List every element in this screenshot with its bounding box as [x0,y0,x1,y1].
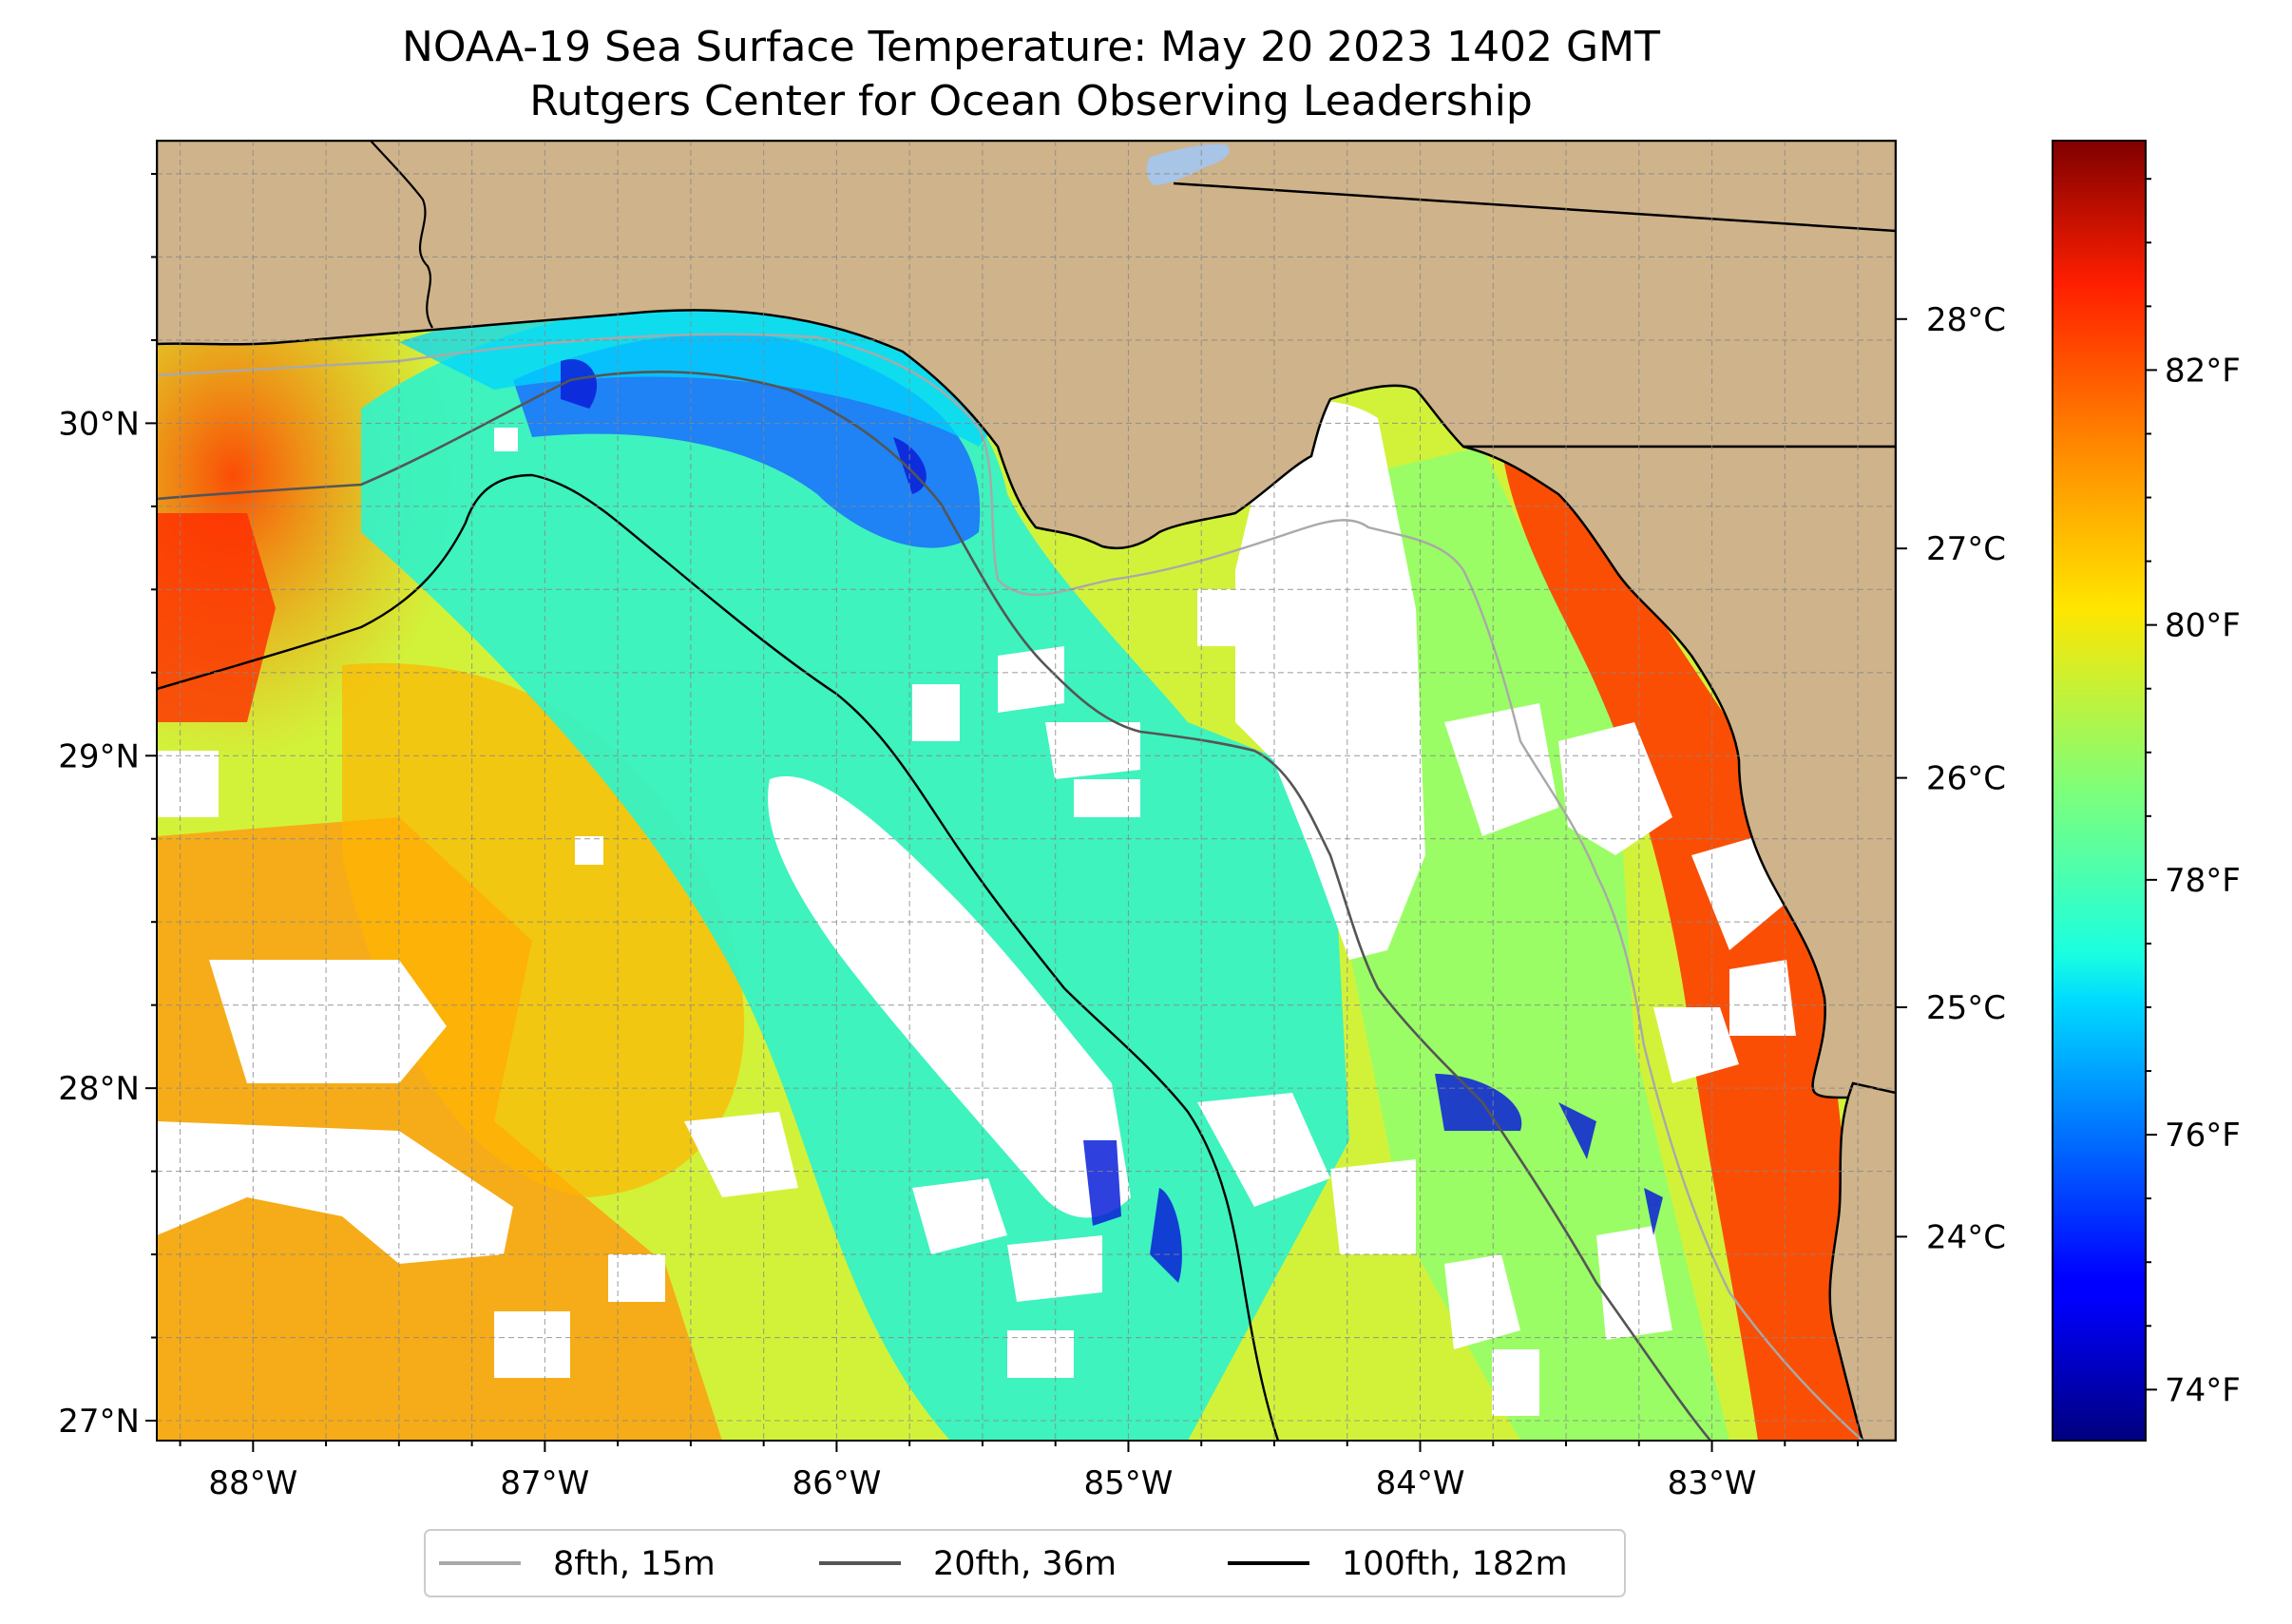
x-tick-label: 87°W [500,1464,589,1502]
colorbar-f-label: 82°F [2165,352,2241,390]
gridlines [157,141,1896,1441]
colorbar-f-label: 76°F [2165,1117,2241,1155]
river-line [370,141,433,329]
sst-east-coastal-warm [1501,447,1891,1441]
land-florida-peninsula [1462,445,1896,1104]
colorbar: 74°F 76°F 78°F 80°F 82°F 24°C 25°C 26°C 27°C 28°C [1896,140,2241,1442]
cold-patches [561,359,1663,1283]
x-tick-label: 86°W [792,1464,881,1502]
x-tick-label: 88°W [208,1464,297,1502]
land-north-coast [157,141,1896,550]
colorbar-c-label: 27°C [1926,530,2006,568]
colorbar-f-label: 74°F [2165,1371,2241,1409]
colorbar-f-label: 80°F [2165,607,2241,645]
isobath-8fth [157,333,1863,1441]
y-tick-label: 28°N [58,1070,140,1108]
isobath-legend: 8fth, 15m 20fth, 36m 100fth, 182m [424,1529,1626,1597]
y-tick-label: 30°N [58,405,140,443]
map-frame [156,140,1897,1442]
y-tick-label: 29°N [58,737,140,775]
y-tick-label: 27°N [58,1403,140,1441]
colorbar-ticks: 74°F 76°F 78°F 80°F 82°F 24°C 25°C 26°C 27°C 28°C [1896,178,2241,1409]
state-border [1173,182,1896,233]
legend-label-8fth: 8fth, 15m [553,1545,716,1583]
land [157,141,1896,1441]
colorbar-f-label: 78°F [2165,862,2241,900]
sst-east-shelf [1349,447,1729,1441]
legend-frame [424,1529,1626,1597]
isobath-100fth [157,473,1280,1441]
colorbar-scale [2052,140,2147,1442]
lake-icon [1146,143,1230,185]
colorbar-c-label: 25°C [1926,989,2006,1027]
x-tick-label: 83°W [1668,1464,1757,1502]
x-tick-label: 85°W [1084,1464,1174,1502]
legend-label-20fth: 20fth, 36m [933,1545,1117,1583]
x-axis: 88°W 87°W 86°W 85°W 84°W 83°W [179,1441,1860,1502]
title-line-1: NOAA-19 Sea Surface Temperature: May 20 … [402,23,1660,71]
sst-west-hotspot [157,513,276,722]
y-axis: 27°N 28°N 29°N 30°N [58,172,157,1441]
map-panel [157,141,1896,1441]
colorbar-c-label: 24°C [1926,1218,2006,1256]
title-line-2: Rutgers Center for Ocean Observing Leade… [529,77,1533,125]
colorbar-c-label: 28°C [1926,301,2006,339]
legend-label-100fth: 100fth, 182m [1342,1545,1568,1583]
land-southeast-coast [1828,1081,1896,1441]
colorbar-c-label: 26°C [1926,760,2006,798]
x-tick-label: 84°W [1376,1464,1465,1502]
